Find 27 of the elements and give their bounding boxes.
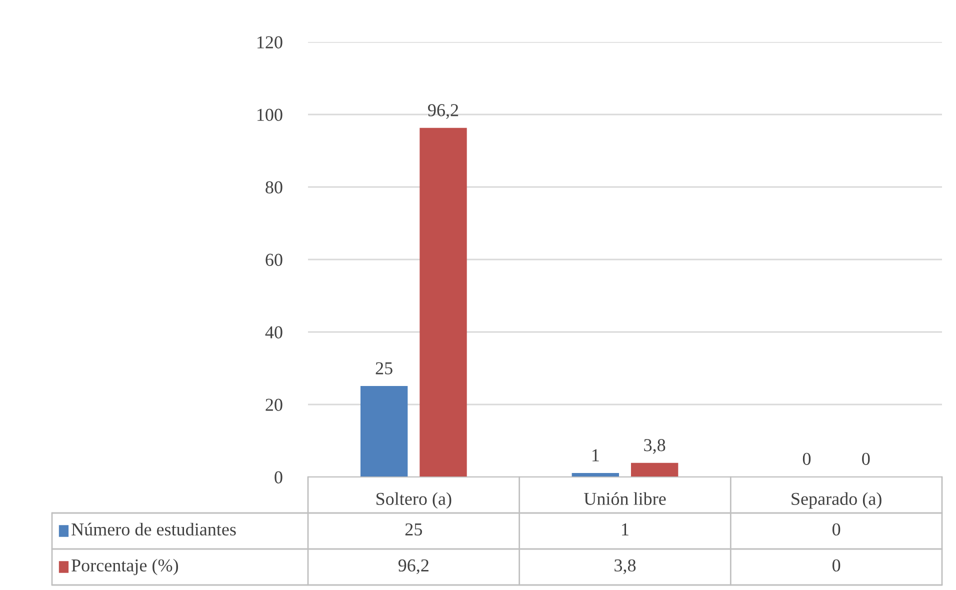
y-tick-label: 40: [265, 326, 282, 338]
y-tick-label: 120: [258, 36, 282, 48]
data-label: 0: [832, 559, 840, 572]
text: 0: [802, 452, 811, 465]
bar: [420, 128, 467, 477]
bar: [630, 462, 678, 477]
y-tick-label: 100: [258, 108, 282, 121]
x-tick-label: Unión libre: [584, 492, 666, 505]
y-tick-label: 60: [266, 254, 282, 266]
data-label: 1: [622, 523, 628, 536]
bar: [360, 386, 408, 477]
y-tick-label: 20: [266, 398, 282, 411]
y-tick-label: 0: [274, 471, 282, 484]
text: 1: [592, 449, 599, 462]
text: 96,2: [428, 104, 458, 119]
x-tick-label: Separado (a): [792, 492, 882, 509]
x-tick-label: Soltero (a): [376, 492, 452, 509]
text: 3,8: [644, 439, 666, 454]
data-label: 96,2: [398, 559, 428, 574]
legend-label: Porcentaje (%): [72, 558, 178, 576]
y-tick-label: 80: [266, 181, 282, 194]
data-label: 0: [832, 523, 840, 536]
legend-label: Número de estudiantes: [72, 522, 236, 536]
text: 0: [862, 452, 870, 465]
data-label: 3,8: [614, 559, 636, 574]
text: 25: [376, 362, 392, 374]
data-label: 25: [405, 523, 422, 536]
